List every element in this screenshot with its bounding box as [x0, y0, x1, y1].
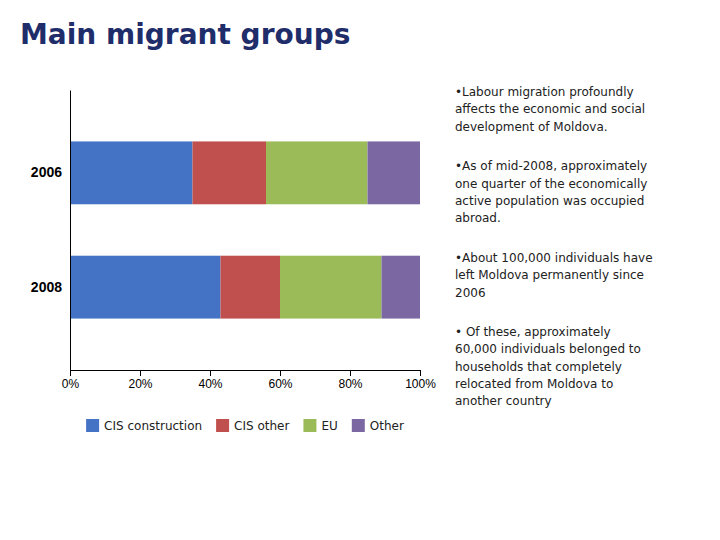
legend-item: Other: [352, 419, 404, 433]
tick: 40%: [198, 370, 222, 391]
legend-label: Other: [370, 419, 404, 433]
tick-mark: [140, 370, 141, 376]
bar: [193, 141, 267, 204]
tick: 80%: [338, 370, 362, 391]
axis-line: [71, 371, 421, 377]
tick-mark: [210, 370, 211, 376]
legend-label: EU: [321, 419, 337, 433]
tick-label: 100%: [405, 377, 436, 391]
axis-line: [70, 91, 71, 371]
legend: CIS construction CIS other EU Other: [86, 419, 404, 433]
annotation: •As of mid-2008, approximately one quart…: [455, 158, 710, 228]
legend-item: CIS construction: [86, 419, 202, 433]
annotation: •About 100,000 individuals have left Mol…: [455, 250, 710, 302]
legend-swatch: [86, 419, 99, 432]
plot: 0% 20% 40% 60% 80% 100% 2006 2008: [31, 91, 436, 391]
legend-label: CIS other: [234, 419, 289, 433]
annotation: • Of these, approximately 60,000 individ…: [455, 324, 710, 411]
tick-label: 20%: [128, 377, 152, 391]
tick: 0%: [62, 370, 80, 391]
tick-mark: [280, 370, 281, 376]
legend-swatch: [216, 419, 229, 432]
tick: 20%: [128, 370, 152, 391]
tick-label: 60%: [268, 377, 292, 391]
tick-mark: [350, 370, 351, 376]
y-axis: 2006 2008: [31, 91, 71, 371]
annotation: •Labour migration profoundly affects the…: [455, 84, 710, 136]
tick-mark: [420, 370, 421, 376]
tick: 2006: [31, 164, 70, 180]
bar: [70, 141, 193, 204]
legend-item: EU: [303, 419, 337, 433]
tick-label: 80%: [338, 377, 362, 391]
bar: [221, 256, 281, 319]
bar: [280, 256, 382, 319]
tick-mark: [70, 370, 71, 376]
legend-item: CIS other: [216, 419, 289, 433]
bar: [266, 141, 368, 204]
tick: 60%: [268, 370, 292, 391]
tick: 100%: [405, 370, 436, 391]
bar: [70, 256, 221, 319]
tick-label: 0%: [62, 377, 80, 391]
legend-swatch: [352, 419, 365, 432]
title: Main migrant groups: [20, 18, 350, 51]
bars: [70, 141, 420, 318]
legend-swatch: [303, 419, 316, 432]
x-axis: 0% 20% 40% 60% 80% 100%: [62, 370, 436, 391]
text-panel: •Labour migration profoundly affects the…: [455, 84, 710, 411]
legend-label: CIS construction: [104, 419, 202, 433]
tick-label: 2006: [31, 164, 62, 180]
bar: [368, 141, 421, 204]
bar: [382, 256, 421, 319]
tick: 2008: [31, 279, 70, 295]
tick-label: 2008: [31, 279, 62, 295]
tick-label: 40%: [198, 377, 222, 391]
